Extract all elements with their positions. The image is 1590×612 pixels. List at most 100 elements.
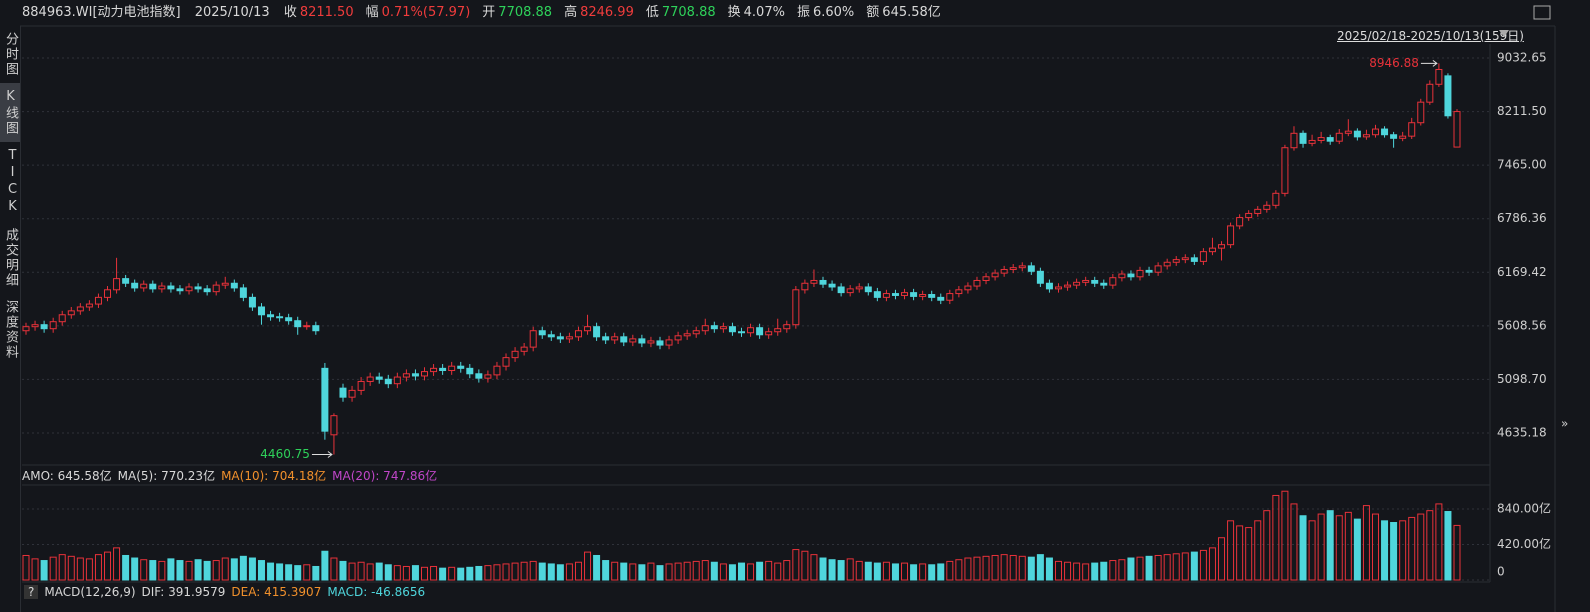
candle-body [819, 279, 827, 285]
volume-bar [122, 554, 130, 581]
volume-bar [1054, 560, 1062, 581]
volume-bar [94, 554, 102, 581]
candle-body [1227, 225, 1235, 246]
sidebar-tab[interactable]: 深度资料 [3, 300, 18, 360]
volume-bar [1082, 563, 1090, 581]
candle-body [1190, 257, 1198, 262]
y-tick-label: 840.00亿 [1497, 500, 1551, 515]
volume-bar [765, 560, 773, 581]
y-tick-label: 420.00亿 [1497, 536, 1551, 551]
sidebar-tab[interactable]: K线图 [0, 83, 20, 142]
candle-body [1254, 208, 1262, 214]
quote-value: 7708.88 [661, 5, 716, 20]
candle-body [40, 324, 48, 330]
candle-body [94, 296, 102, 305]
candle-body [1172, 259, 1180, 263]
candle-body [1018, 265, 1026, 269]
volume-bar [1190, 551, 1198, 581]
volume-bar [756, 561, 764, 581]
legend-item: MA(20): 747.86亿 [332, 469, 438, 483]
header: 884963.WI[动力电池指数] 2025/10/13 收 8211.50 幅 0.… [22, 0, 963, 26]
candle-body [158, 285, 166, 290]
volume-legend: AMO: 645.58亿 MA(5): 770.23亿 MA(10): 704.18… [22, 467, 443, 484]
candle-body [584, 326, 592, 332]
candle-body [76, 306, 84, 312]
candle-body [647, 340, 655, 344]
volume-bar [1371, 513, 1379, 581]
candle-body [49, 321, 57, 330]
dropdown-icon[interactable] [1499, 30, 1509, 37]
quote-label: 换 [727, 5, 741, 20]
candle-body [375, 376, 383, 380]
legend-item: MACD(12,26,9) [44, 585, 136, 599]
y-tick-label: 8211.50 [1497, 104, 1547, 118]
volume-bar [1299, 515, 1307, 581]
volume-bar [185, 560, 193, 581]
candle-body [230, 282, 238, 289]
sidebar-tab[interactable]: 分时图 [3, 32, 18, 77]
volume-bar [982, 555, 990, 581]
date-range[interactable]: 2025/02/18-2025/10/13(159日) [1337, 29, 1524, 43]
volume-bar [1390, 522, 1398, 581]
volume-bar [1127, 557, 1135, 581]
legend-item: AMO: 645.58亿 [22, 469, 112, 483]
volume-bar [1245, 527, 1253, 581]
volume-bar [457, 567, 465, 581]
volume-bar [873, 562, 881, 581]
quote-label: 开 [482, 5, 496, 20]
candle-body [113, 278, 121, 291]
volume-bar [1154, 554, 1162, 581]
candle-body [1091, 279, 1099, 284]
volume-bar [692, 560, 700, 581]
quote-label: 低 [645, 5, 659, 20]
volume-bar [855, 560, 863, 581]
candle-body [294, 320, 302, 328]
volume-bar [529, 560, 537, 581]
volume-bar [1362, 505, 1370, 581]
legend-item: DEA: 415.3907 [231, 585, 322, 599]
volume-bar [1353, 518, 1361, 581]
volume-bar [58, 554, 66, 581]
volume-bar [1263, 510, 1271, 581]
candle-body [484, 374, 492, 379]
candle-body [366, 376, 374, 382]
candle-body [529, 330, 537, 348]
legend-item: MA(10): 704.18亿 [221, 469, 327, 483]
volume-bar [49, 556, 57, 581]
candle-body [1344, 130, 1352, 134]
quote-label: 振 [796, 5, 810, 20]
volume-bar [276, 563, 284, 581]
candle-body [665, 339, 673, 346]
volume-bar [846, 558, 854, 581]
candle-body [710, 325, 718, 330]
wp-icon[interactable] [1533, 5, 1551, 20]
quote-items: 收 8211.50 幅 0.71%(57.97) 开 7708.88 高 8246.99 低 77… [284, 5, 953, 20]
sidebar-tab[interactable]: 成交明细 [3, 228, 18, 288]
volume-bar [511, 562, 519, 581]
help-button[interactable]: ? [24, 585, 39, 599]
candle-body [855, 286, 863, 290]
y-tick-label: 4635.18 [1497, 425, 1547, 439]
candle-body [67, 310, 75, 316]
candle-body [167, 285, 175, 290]
candle-body [1426, 83, 1434, 103]
volume-bar [1236, 525, 1244, 581]
candle-body [1163, 261, 1171, 267]
volume-bar [792, 549, 800, 581]
volume-bar [1091, 562, 1099, 581]
candle-body [1272, 192, 1280, 206]
volume-bar [393, 565, 401, 581]
high-label: 8946.88 [1369, 56, 1419, 70]
candle-body [1154, 265, 1162, 273]
candle-body [1353, 130, 1361, 138]
volume-bar [1453, 524, 1461, 581]
candle-body [964, 285, 972, 291]
volume-bar [448, 566, 456, 581]
macd-legend: ? MACD(12,26,9) DIF: 391.9579 DEA: 415.3907… [24, 585, 431, 599]
volume-bar [946, 560, 954, 581]
expand-icon[interactable]: » [1561, 417, 1568, 431]
y-tick-label: 5098.70 [1497, 372, 1547, 386]
sidebar-tab[interactable]: TICK [5, 148, 20, 216]
volume-bar [828, 559, 836, 581]
volume-bar [40, 560, 48, 581]
